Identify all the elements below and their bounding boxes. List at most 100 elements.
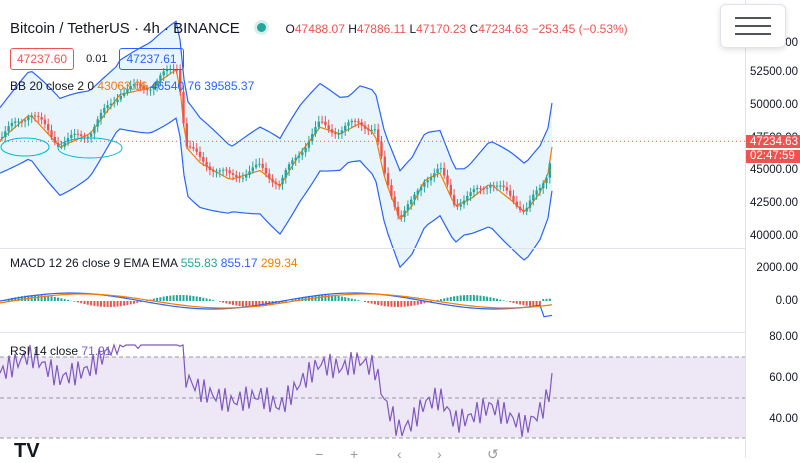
candle-body: [70, 135, 72, 138]
macd-hist-value: 555.83: [181, 256, 218, 270]
macd-histogram-bar: [509, 301, 511, 302]
macd-histogram-bar: [463, 295, 465, 301]
candle-body: [539, 188, 541, 190]
candle-body: [440, 168, 442, 169]
candle-body: [374, 129, 376, 130]
ohlc-values: O47488.07 H47886.11 L47170.23 C47234.63 …: [286, 22, 628, 36]
candle-body: [232, 173, 234, 175]
macd-histogram-bar: [443, 298, 445, 301]
macd-histogram-bar: [57, 298, 59, 301]
candle-body: [549, 163, 551, 177]
macd-histogram-bar: [77, 301, 79, 302]
macd-histogram-bar: [348, 298, 350, 301]
scroll-right-icon[interactable]: ›: [437, 446, 442, 462]
candle-body: [120, 96, 122, 100]
pane-separator[interactable]: [0, 332, 800, 333]
plus-icon[interactable]: +: [350, 446, 358, 462]
rsi-legend[interactable]: RSI 14 close 71.91: [10, 344, 111, 358]
macd-axis-label: 0.00: [776, 295, 798, 307]
candle-body: [321, 122, 323, 123]
candle-body: [522, 210, 524, 211]
macd-histogram-bar: [166, 296, 168, 301]
macd-legend[interactable]: MACD 12 26 close 9 EMA EMA 555.83 855.17…: [10, 256, 298, 270]
scroll-left-icon[interactable]: ‹: [397, 446, 402, 462]
macd-histogram-bar: [245, 301, 247, 307]
tradingview-logo-icon[interactable]: TV: [14, 440, 40, 463]
bb-legend[interactable]: BB 20 close 2 0 43063.06 46540.76 39585.…: [10, 79, 254, 93]
candle-body: [489, 185, 491, 187]
candle-body: [516, 202, 518, 207]
candle-body: [40, 117, 42, 120]
macd-histogram-bar: [156, 298, 158, 301]
buy-button[interactable]: 47237.61: [119, 48, 183, 70]
macd-histogram-bar: [67, 300, 69, 301]
candle-body: [298, 155, 300, 158]
candle-body: [450, 185, 452, 195]
candle-body: [80, 134, 82, 136]
macd-histogram-bar: [173, 295, 175, 301]
candle-body: [265, 168, 267, 174]
rsi-axis-label: 80.00: [769, 331, 798, 343]
candle-body: [397, 207, 399, 215]
candle-body: [252, 167, 254, 171]
pane-separator[interactable]: [0, 248, 800, 249]
macd-histogram-bar: [176, 295, 178, 301]
candle-body: [258, 164, 260, 165]
candle-body: [390, 185, 392, 197]
sell-button[interactable]: 47237.60: [10, 48, 74, 70]
candle-body: [456, 205, 458, 207]
candle-body: [403, 210, 405, 217]
candle-body: [255, 165, 257, 168]
bar-countdown: 02:47:59: [746, 150, 800, 163]
reset-icon[interactable]: ↺: [487, 446, 499, 463]
macd-histogram-bar: [239, 301, 241, 306]
candle-body: [394, 197, 396, 207]
candle-body: [123, 93, 125, 96]
macd-histogram-bar: [51, 296, 53, 301]
candle-body: [466, 196, 468, 200]
macd-histogram-bar: [117, 301, 119, 307]
macd-histogram-bar: [407, 301, 409, 306]
macd-histogram-bar: [351, 299, 353, 301]
candle-body: [106, 105, 108, 108]
macd-histogram-bar: [324, 295, 326, 301]
bb-label: BB 20 close 2 0: [10, 79, 94, 93]
bb-basis-value: 43063.06: [97, 79, 147, 93]
macd-histogram-bar: [473, 295, 475, 301]
candle-body: [413, 195, 415, 200]
macd-histogram-bar: [136, 301, 138, 303]
candle-body: [436, 169, 438, 173]
macd-histogram-bar: [100, 301, 102, 307]
candle-body: [460, 204, 462, 206]
minus-icon[interactable]: −: [315, 446, 323, 462]
candle-body: [44, 120, 46, 125]
candle-body: [225, 170, 227, 171]
candle-body: [60, 147, 62, 148]
candle-body: [163, 71, 165, 75]
macd-histogram-bar: [397, 301, 399, 307]
candle-body: [235, 175, 237, 177]
macd-histogram-bar: [522, 301, 524, 305]
macd-histogram-bar: [169, 296, 171, 301]
macd-histogram-bar: [341, 297, 343, 301]
macd-histogram-bar: [357, 300, 359, 301]
macd-histogram-bar: [549, 299, 551, 301]
price-axis[interactable]: 55000.00 52500.00 50000.00 47500.00 4500…: [745, 0, 800, 458]
macd-histogram-bar: [97, 301, 99, 306]
macd-histogram-bar: [499, 300, 501, 301]
macd-histogram-bar: [516, 301, 518, 304]
candle-body: [27, 117, 29, 120]
hamburger-menu-icon[interactable]: [720, 4, 786, 48]
price-axis-label: 42500.00: [750, 197, 798, 209]
macd-histogram-bar: [414, 301, 416, 305]
symbol-title[interactable]: Bitcoin / TetherUS · 4h · BINANCE: [10, 20, 240, 37]
macd-histogram-bar: [529, 301, 531, 306]
macd-histogram-bar: [470, 295, 472, 301]
candle-body: [410, 200, 412, 205]
candle-body: [512, 196, 514, 202]
candle-body: [278, 184, 280, 185]
macd-histogram-bar: [179, 295, 181, 301]
candle-body: [367, 129, 369, 130]
candle-body: [529, 201, 531, 208]
macd-histogram-bar: [199, 297, 201, 301]
